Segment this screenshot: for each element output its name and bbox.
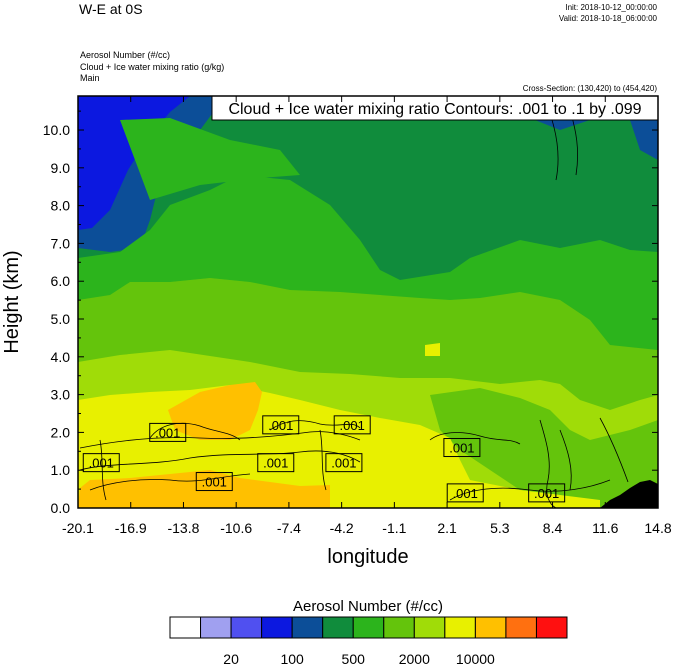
x-tick-label: 14.8	[644, 520, 671, 536]
colorbar-swatch	[200, 616, 232, 639]
field-green-patch-lower	[430, 388, 658, 508]
colorbar-swatch	[474, 616, 507, 639]
x-tick-label: -13.8	[167, 520, 199, 536]
colorbar-tick-label: 20	[223, 651, 239, 667]
colorbar-swatch	[383, 616, 415, 639]
contour-label: .001	[534, 486, 559, 501]
colorbar-swatch	[352, 616, 385, 639]
field-orange-upper	[168, 382, 262, 440]
colorbar-swatch	[169, 616, 202, 639]
contour-label-box	[333, 415, 371, 435]
x-tick-label: -7.4	[277, 520, 301, 536]
y-axis: 0.0 1.0 2.0 3.0 4.0 5.0 6.0 7.0 8.0 9.0 10.0	[43, 110, 658, 516]
y-tick-label: 8.0	[51, 198, 71, 214]
contour-label-box	[82, 453, 120, 473]
x-axis-label: longitude	[327, 546, 408, 568]
x-tick-label: 5.3	[490, 520, 510, 536]
contour-line	[429, 432, 521, 445]
x-tick-label: -1.1	[382, 520, 406, 536]
contour-label: .001	[331, 456, 356, 471]
colorbar-tick-label: 100	[280, 651, 304, 667]
cross-section-label: Cross-Section: (130,420) to (454,420)	[523, 84, 658, 93]
colorbar-swatch	[505, 616, 537, 639]
plot-frame	[77, 95, 659, 509]
x-tick-label: -4.2	[330, 520, 354, 536]
y-tick-label: 7.0	[51, 235, 71, 251]
contour-label: .001	[340, 418, 365, 433]
field-label-main: Main	[80, 73, 100, 83]
contour-label: .001	[202, 475, 227, 490]
contour-label-box	[325, 453, 363, 473]
contour-line	[99, 439, 107, 501]
colorbar: 20 100 500 2000 10000	[169, 616, 568, 667]
contour-label-box	[262, 415, 300, 435]
contour-label: .001	[268, 418, 293, 433]
y-tick-label: 5.0	[51, 311, 71, 327]
x-tick-label: -10.6	[220, 520, 252, 536]
contour-label-box	[528, 483, 566, 503]
init-time: Init: 2018-10-12_00:00:00	[565, 3, 657, 12]
contour-line	[269, 420, 361, 431]
x-tick-label: -20.1	[62, 520, 94, 536]
contour-line	[89, 473, 251, 491]
colorbar-swatch	[444, 616, 476, 639]
y-tick-label: 1.0	[51, 462, 71, 478]
y-axis-label: Height (km)	[1, 250, 23, 353]
colorbar-title: Aerosol Number (#/cc)	[293, 598, 443, 615]
colorbar-swatch	[322, 616, 354, 639]
contour-label-box	[149, 422, 187, 442]
colorbar-tick-label: 2000	[399, 651, 430, 667]
aerosol-field	[78, 96, 658, 508]
contour-line	[449, 479, 611, 501]
field-green-left	[120, 118, 300, 200]
y-tick-label: 3.0	[51, 387, 71, 403]
x-tick-label: 8.4	[543, 520, 563, 536]
valid-time: Valid: 2018-10-18_06:00:00	[559, 14, 658, 23]
x-tick-label: 2.1	[437, 520, 457, 536]
field-label-aerosol: Aerosol Number (#/cc)	[80, 50, 170, 60]
colorbar-tick-label: 500	[342, 651, 366, 667]
x-axis: -20.1 -16.9 -13.8 -10.6 -7.4 -4.2 -1.1 2.1 5.3 8.…	[62, 96, 672, 536]
colorbar-tick-label: 10000	[456, 651, 495, 667]
colorbar-swatch	[535, 616, 568, 639]
contour-legend-text: Cloud + Ice water mixing ratio Contours:…	[228, 101, 641, 118]
x-tick-label: -16.9	[115, 520, 147, 536]
contour-label: .001	[263, 456, 288, 471]
contour-label: .001	[449, 441, 474, 456]
contour-label-box	[257, 453, 295, 473]
contour-label: .001	[89, 456, 114, 471]
field-label-cloud-ice: Cloud + Ice water mixing ratio (g/kg)	[80, 62, 224, 72]
contour-legend-box	[211, 95, 659, 121]
colorbar-swatch	[261, 616, 293, 639]
contour-line	[319, 429, 327, 491]
contour-label: .001	[453, 486, 478, 501]
contour-line	[79, 450, 361, 471]
contour-label: .001	[155, 425, 180, 440]
x-tick-label: 11.6	[592, 520, 618, 536]
contour-label-box	[195, 472, 233, 492]
field-yellow-patch	[425, 343, 440, 356]
y-tick-label: 0.0	[51, 500, 71, 516]
y-tick-label: 6.0	[51, 273, 71, 289]
contour-label-box	[446, 483, 484, 503]
field-blue-core	[78, 96, 190, 230]
colorbar-swatch	[230, 616, 263, 639]
y-tick-label: 4.0	[51, 349, 71, 365]
contour-label-box	[443, 438, 481, 458]
contour-line	[539, 419, 557, 508]
contour-line	[559, 429, 572, 491]
contour-labels: .001 .001 .001 .001 .001 .001 .001 .001 .001 .001	[82, 415, 566, 503]
contour-line	[551, 119, 559, 181]
contour-line	[149, 422, 241, 441]
y-tick-label: 2.0	[51, 424, 71, 440]
y-tick-label: 10.0	[43, 122, 70, 138]
terrain	[600, 480, 658, 508]
contour-line	[599, 417, 629, 483]
colorbar-swatch	[413, 616, 446, 639]
colorbar-swatch	[291, 616, 324, 639]
y-tick-label: 9.0	[51, 160, 71, 176]
chart-title: W-E at 0S	[79, 1, 143, 17]
